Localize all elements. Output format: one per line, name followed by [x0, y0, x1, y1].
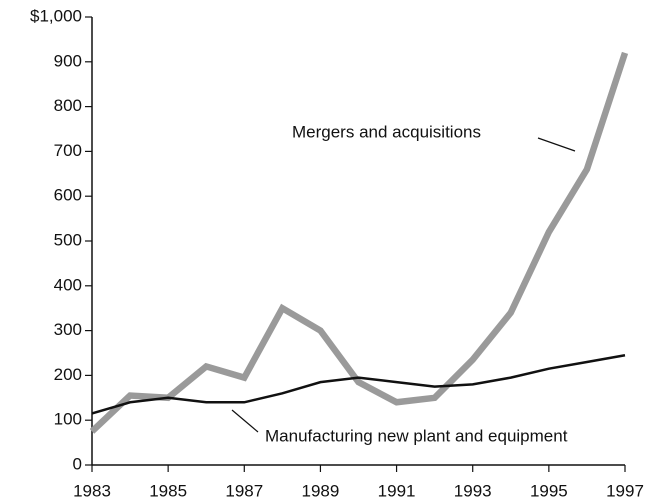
y-tick-label: 200: [54, 365, 82, 384]
x-tick-label: 1987: [225, 481, 263, 500]
y-tick-label: 300: [54, 320, 82, 339]
leader-line: [537, 137, 576, 152]
x-tick-label: 1991: [378, 481, 416, 500]
x-tick-label: 1997: [606, 481, 644, 500]
x-tick-label: 1985: [149, 481, 187, 500]
x-tick-label: 1983: [73, 481, 111, 500]
x-tick-label: 1995: [530, 481, 568, 500]
y-tick-label: 500: [54, 230, 82, 249]
line-series: [89, 51, 629, 434]
y-tick-label: 600: [54, 186, 82, 205]
y-tick-label: 400: [54, 275, 82, 294]
line-series: [91, 354, 626, 415]
y-tick-label: 0: [73, 454, 82, 473]
y-tick-label: 800: [54, 96, 82, 115]
y-tick-label: 900: [54, 51, 82, 70]
y-tick-label: 700: [54, 141, 82, 160]
series-label: Mergers and acquisitions: [292, 122, 481, 141]
y-tick-label: $1,000: [30, 6, 82, 25]
series-label: Manufacturing new plant and equipment: [265, 426, 568, 445]
y-tick-label: 100: [54, 410, 82, 429]
x-tick-label: 1989: [302, 481, 340, 500]
leader-line: [231, 409, 259, 433]
x-tick-label: 1993: [454, 481, 492, 500]
